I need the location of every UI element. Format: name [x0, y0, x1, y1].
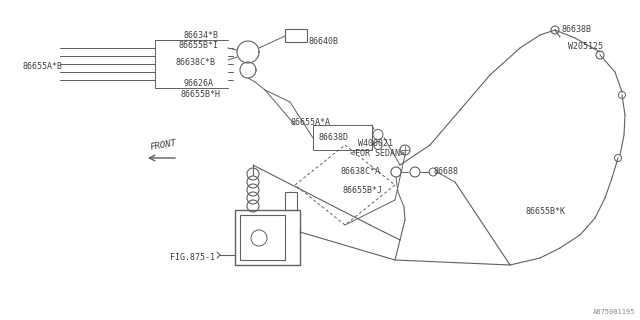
Text: 86634*B: 86634*B — [183, 30, 218, 39]
Text: 86638C*A: 86638C*A — [340, 166, 380, 175]
Bar — [313, 125, 372, 150]
Text: 86638D: 86638D — [318, 132, 348, 141]
Text: W205125: W205125 — [568, 42, 603, 51]
Text: 86655A*A: 86655A*A — [290, 117, 330, 126]
Text: 86655B*K: 86655B*K — [525, 207, 565, 217]
Text: FIG.875-1: FIG.875-1 — [170, 252, 215, 261]
Bar — [235, 210, 300, 265]
Text: 86638B: 86638B — [562, 25, 592, 34]
Text: 86640B: 86640B — [308, 36, 338, 45]
Text: 86655B*I: 86655B*I — [178, 41, 218, 50]
Text: 86655B*H: 86655B*H — [180, 90, 220, 99]
Text: 96626A: 96626A — [183, 78, 213, 87]
Bar — [240, 215, 285, 260]
Text: W400021: W400021 — [358, 139, 393, 148]
Bar — [285, 192, 297, 210]
Text: 86688: 86688 — [433, 166, 458, 175]
Text: 86655B*J: 86655B*J — [342, 186, 382, 195]
Text: 86638C*B: 86638C*B — [175, 58, 215, 67]
Text: FRONT: FRONT — [149, 139, 177, 152]
Bar — [285, 29, 307, 42]
Text: A875001195: A875001195 — [593, 309, 635, 315]
Text: <FOR SEDAN>: <FOR SEDAN> — [350, 148, 405, 157]
Text: 86655A*B: 86655A*B — [22, 61, 62, 70]
